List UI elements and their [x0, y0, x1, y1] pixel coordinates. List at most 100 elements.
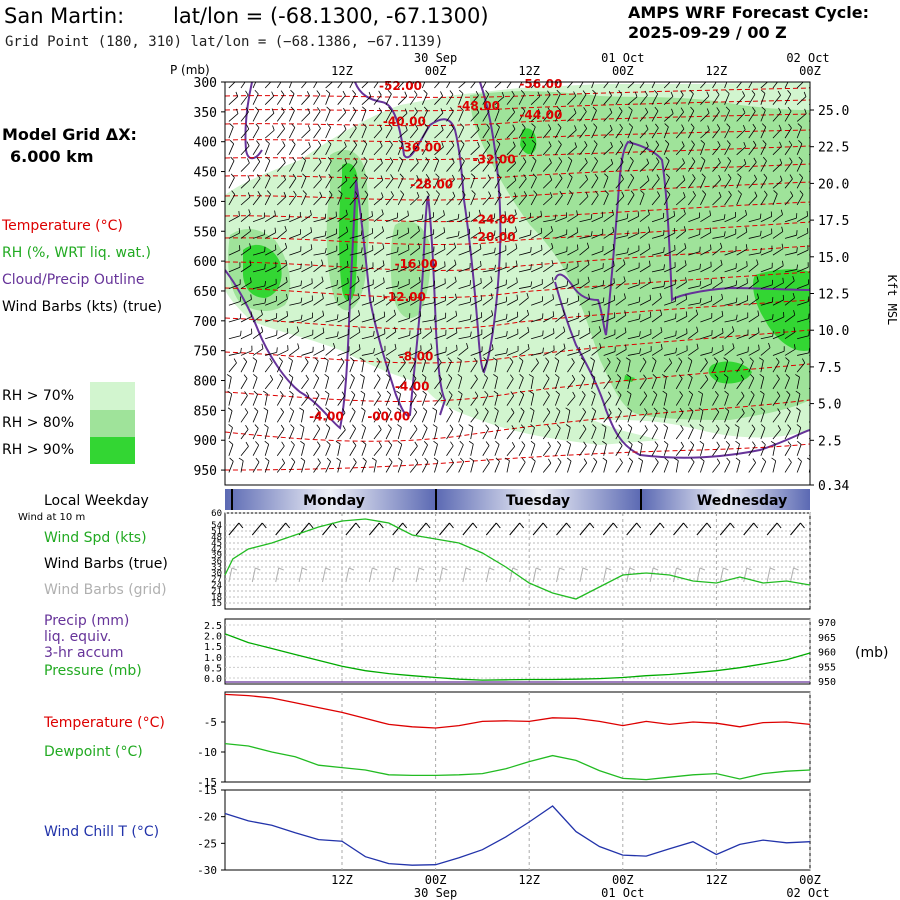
barb-staff [760, 82, 769, 89]
isotherm-line [225, 329, 810, 364]
barb-staff [615, 349, 627, 356]
wind-barb [530, 123, 536, 139]
barb-staff [264, 143, 270, 155]
barb-flag [469, 457, 474, 462]
barb-staff [313, 298, 324, 306]
wind-barb [663, 262, 676, 273]
barb-staff [700, 300, 712, 306]
wind-barb [421, 123, 429, 139]
barb-staff [719, 522, 731, 536]
barb-flag [655, 140, 660, 146]
wind-barb [567, 227, 579, 239]
barb-staff [446, 82, 451, 89]
barb-staff [651, 251, 664, 256]
barb-flag [757, 327, 760, 333]
wind-barb [700, 347, 713, 356]
barb-flag [714, 391, 719, 396]
barb-staff [385, 297, 396, 306]
wind-barb [796, 173, 804, 189]
wind-barb [482, 310, 494, 323]
barb-staff [361, 126, 367, 139]
barb-flag [566, 522, 571, 529]
barb-staff [579, 394, 586, 406]
wind-barb [736, 408, 745, 423]
barb-flag [228, 424, 233, 428]
barb-flag [415, 141, 419, 146]
barb-flag [753, 174, 757, 180]
barb-flag [378, 425, 382, 430]
barb-flag [787, 106, 792, 112]
barb-staff [410, 218, 423, 223]
wind-barb [530, 262, 543, 273]
wind-barb [530, 440, 536, 456]
wind-barb [506, 82, 512, 89]
barb-flag [513, 158, 516, 164]
wind-barb [324, 390, 330, 406]
barb-staff [579, 218, 592, 223]
barb-flag [512, 124, 516, 130]
barb-flag [377, 391, 381, 396]
barb-staff [649, 567, 654, 583]
wind-barb [397, 227, 410, 239]
barb-staff [784, 428, 792, 440]
barb-staff [772, 443, 776, 456]
wind-barb [555, 174, 563, 189]
barb-staff [543, 281, 554, 289]
barb-flag [690, 123, 695, 128]
barb-flag [715, 407, 720, 413]
wind-barb [736, 329, 749, 340]
barb-staff [579, 332, 591, 340]
barb-flag [231, 190, 236, 195]
wind-barb [373, 141, 383, 156]
barb-staff [772, 378, 780, 390]
barb-staff [264, 362, 273, 373]
barb-staff [397, 427, 402, 440]
wind-barb [482, 458, 490, 473]
barb-staff [494, 352, 507, 356]
barb-staff [567, 334, 579, 340]
barb-flag [608, 408, 612, 414]
wind-barb [446, 174, 455, 189]
barb-flag [662, 390, 668, 395]
barb-staff [361, 335, 374, 340]
barb-staff [325, 410, 330, 423]
barb-staff [434, 283, 446, 289]
wind-barb [543, 260, 554, 273]
windchill-series [224, 805, 811, 866]
wind-barb [337, 209, 348, 223]
wind-barb [397, 210, 409, 223]
barb-staff [422, 161, 430, 172]
barb-staff [313, 252, 326, 256]
wind-barb [482, 213, 496, 223]
wind-barb [276, 407, 284, 423]
wind-barb [687, 89, 694, 105]
wind-barb [601, 424, 607, 440]
barb-flag [547, 90, 551, 96]
wind-barb [323, 357, 329, 373]
barb-staff [482, 331, 494, 340]
wind-barb [446, 259, 457, 273]
barb-staff [615, 394, 622, 406]
barb-staff [470, 333, 483, 340]
barb-staff [743, 567, 748, 583]
barb-flag [346, 226, 349, 232]
wind-barb [385, 212, 398, 223]
barb-flag [792, 293, 795, 299]
wind-barb [421, 390, 427, 406]
barb-staff [458, 301, 471, 306]
wind-barb [228, 440, 234, 456]
barb-staff [277, 298, 288, 306]
barb-staff [228, 143, 235, 155]
barb-staff [784, 348, 796, 356]
wind-barb [360, 390, 366, 406]
wind-barb [530, 210, 542, 223]
wind-barb [446, 407, 453, 423]
barb-flag [532, 156, 537, 161]
barb-flag [373, 347, 375, 354]
barb-staff [567, 249, 579, 256]
wind-barb [627, 140, 634, 156]
barb-flag [659, 522, 665, 529]
barb-flag [630, 190, 635, 195]
barb-flag [510, 391, 515, 396]
barb-flag [623, 259, 626, 265]
